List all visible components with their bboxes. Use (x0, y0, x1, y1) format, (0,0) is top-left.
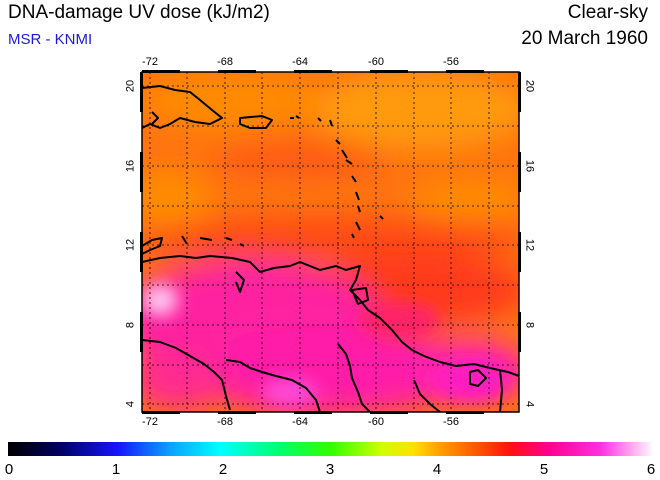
graticule (142, 72, 519, 412)
lat-tick-left-12: 12 (124, 238, 137, 252)
colorbar-label-6: 6 (646, 461, 656, 478)
colorbar-label-3: 3 (325, 461, 335, 478)
map-date: 20 March 1960 (521, 28, 648, 49)
lon-tick-top-68: -68 (217, 56, 233, 68)
lon-tick-top-72: -72 (142, 56, 158, 68)
lon-tick-bottom-60: -60 (368, 416, 384, 428)
lat-tick-left-20: 20 (124, 79, 137, 93)
sky-condition: Clear-sky (567, 2, 648, 23)
colorbar-label-4: 4 (432, 461, 442, 478)
lat-tick-left-4: 4 (124, 400, 137, 408)
frame-checker (140, 70, 521, 414)
map-title: DNA-damage UV dose (kJ/m2) (8, 2, 270, 23)
lat-tick-left-16: 16 (124, 159, 137, 173)
map-source: MSR - KNMI (8, 31, 93, 48)
colorbar-label-2: 2 (218, 461, 228, 478)
lon-tick-top-60: -60 (368, 56, 384, 68)
lat-tick-right-12: 12 (523, 238, 536, 252)
lat-tick-left-8: 8 (124, 321, 137, 329)
lat-tick-right-20: 20 (523, 79, 536, 93)
lat-tick-right-8: 8 (523, 321, 536, 329)
lon-tick-bottom-68: -68 (217, 416, 233, 428)
colorbar-label-0: 0 (4, 461, 14, 478)
uv-dose-field (142, 72, 519, 412)
lon-tick-top-56: -56 (443, 56, 459, 68)
colorbar-label-5: 5 (539, 461, 549, 478)
colorbar (8, 442, 652, 456)
coastlines (142, 85, 519, 412)
lon-tick-bottom-56: -56 (443, 416, 459, 428)
lon-tick-top-64: -64 (292, 56, 308, 68)
colorbar-label-1: 1 (111, 461, 121, 478)
lat-tick-right-4: 4 (523, 400, 536, 408)
lon-tick-bottom-72: -72 (142, 416, 158, 428)
lat-tick-right-16: 16 (523, 159, 536, 173)
lon-tick-bottom-64: -64 (292, 416, 308, 428)
